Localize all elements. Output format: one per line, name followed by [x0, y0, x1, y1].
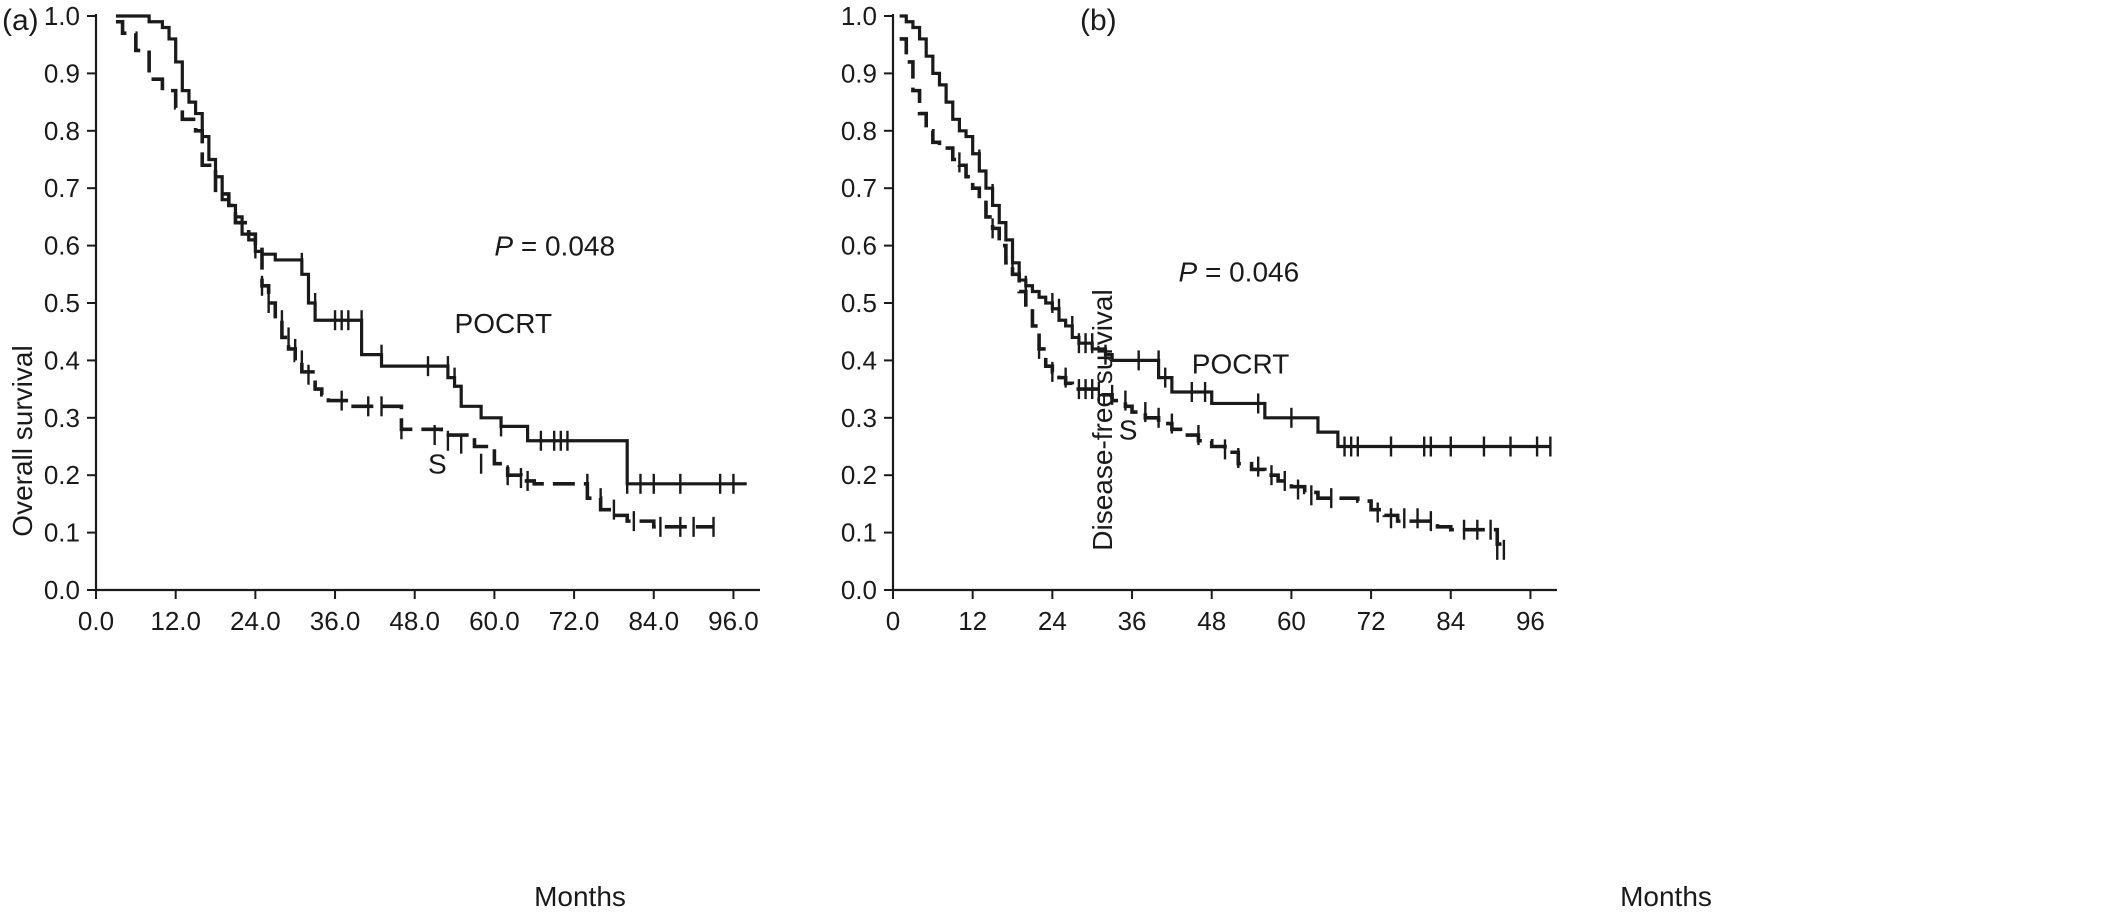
panel-a-x-tick-label: 60.0 — [469, 606, 520, 636]
panel-a-y-tick-label: 1.0 — [44, 1, 80, 31]
panel-b-x-tick-label: 84 — [1436, 606, 1465, 636]
panel-a-x-tick-label: 24.0 — [230, 606, 281, 636]
panel-b-y-tick-label: 0.5 — [841, 288, 877, 318]
panel-b-x-tick-label: 96 — [1516, 606, 1545, 636]
panel-a-y-tick-label: 0.5 — [44, 288, 80, 318]
panel-a-x-tick-label: 0.0 — [78, 606, 114, 636]
panel-a-x-tick-label: 96.0 — [708, 606, 759, 636]
panel-a-p-symbol: P — [494, 231, 513, 262]
panel-a-p-text: = 0.048 — [513, 231, 615, 262]
panel-b-label: (b) — [1080, 4, 1117, 37]
panel-b-x-tick-label: 48 — [1197, 606, 1226, 636]
panel-b-y-tick-label: 0.4 — [841, 345, 877, 375]
panel-b-y-tick-label: 0.9 — [841, 58, 877, 88]
panel-b-y-axis-title: Disease-free survival — [1087, 289, 1118, 550]
panel-b-p-symbol: P — [1179, 256, 1198, 287]
panel-b-plot-area: 0 12 24 36 48 60 72 84 96 0.0 0.1 0.2 0.3 0.4 0.5 0.6 0.… — [841, 1, 1557, 636]
panel-b-y-tick-label: 0.6 — [841, 231, 877, 261]
panel-b-y-tick-label: 0.3 — [841, 403, 877, 433]
panel-b-x-tick-label: 72 — [1357, 606, 1386, 636]
panel-a-plot-area: 0.0 12.0 24.0 36.0 48.0 60.0 72.0 84.0 96.0 0.0 0.… — [44, 1, 760, 636]
panel-a-y-tick-label: 0.8 — [44, 116, 80, 146]
panel-a-label-pocrt: POCRT — [455, 308, 553, 339]
panel-b-x-tick-label: 0 — [886, 606, 900, 636]
panel-a-x-tick-label: 12.0 — [150, 606, 201, 636]
panel-b-x-axis-title: Months — [1620, 881, 1712, 912]
panel-b-x-tick-label: 24 — [1038, 606, 1067, 636]
panel-b-y-tick-label: 0.8 — [841, 116, 877, 146]
panel-a-p-value: P = 0.048 — [494, 231, 615, 262]
panel-a-y-tick-label: 0.0 — [44, 575, 80, 605]
panel-b-y-tick-label: 0.0 — [841, 575, 877, 605]
panel-a-x-tick-label: 36.0 — [310, 606, 361, 636]
panel-a-y-tick-label: 0.9 — [44, 58, 80, 88]
panel-b-label-s: S — [1119, 414, 1138, 445]
panel-b-y-tick-label: 0.7 — [841, 173, 877, 203]
panel-a-x-axis-title: Months — [534, 881, 626, 912]
panel-a-censor-group-s — [254, 238, 715, 537]
panel-b-censor-group-pocrt — [978, 149, 1552, 457]
panel-a-y-tick-label: 0.6 — [44, 231, 80, 261]
panel-b-curve-s — [899, 37, 1506, 550]
panel-b-y-tick-label: 1.0 — [841, 1, 877, 31]
panel-a-y-tick-label: 0.4 — [44, 345, 80, 375]
panel-b-y-tick-label: 0.2 — [841, 460, 877, 490]
chart-marks: 0.0 12.0 24.0 36.0 48.0 60.0 72.0 84.0 96.00.00.… — [44, 1, 1557, 636]
panel-a-x-tick-label: 72.0 — [549, 606, 600, 636]
panel-b-x-tick-label: 60 — [1277, 606, 1306, 636]
panel-b-curve-pocrt — [899, 14, 1551, 449]
panel-a-y-axis-title: Overall survival — [7, 345, 38, 536]
panel-b-x-tick-label: 36 — [1118, 606, 1147, 636]
panel-b-p-value: P = 0.046 — [1179, 256, 1300, 287]
panel-a: (a) Overall survival Months P = 0.048 PO… — [2, 4, 626, 912]
panel-a-label-s: S — [428, 449, 447, 480]
panel-a-curve-s — [115, 19, 714, 529]
panel-a-y-tick-label: 0.7 — [44, 173, 80, 203]
panel-b-y-tick-label: 0.1 — [841, 518, 877, 548]
panel-a-x-tick-label: 84.0 — [628, 606, 679, 636]
panel-b-label-pocrt: POCRT — [1192, 348, 1290, 379]
panel-a-curve-pocrt — [115, 14, 747, 486]
panel-a-censor-group-pocrt — [300, 252, 735, 494]
panel-a-x-tick-label: 48.0 — [389, 606, 440, 636]
panel-a-y-tick-label: 0.2 — [44, 460, 80, 490]
panel-a-y-tick-label: 0.3 — [44, 403, 80, 433]
panel-a-label: (a) — [2, 4, 39, 37]
panel-b: (b) Disease-free survival Months P = 0.0… — [1080, 4, 1712, 912]
panel-b-p-text: = 0.046 — [1197, 256, 1299, 287]
panel-b-censor-group-s — [958, 152, 1506, 560]
panel-a-y-tick-label: 0.1 — [44, 518, 80, 548]
panel-b-x-tick-label: 12 — [958, 606, 987, 636]
